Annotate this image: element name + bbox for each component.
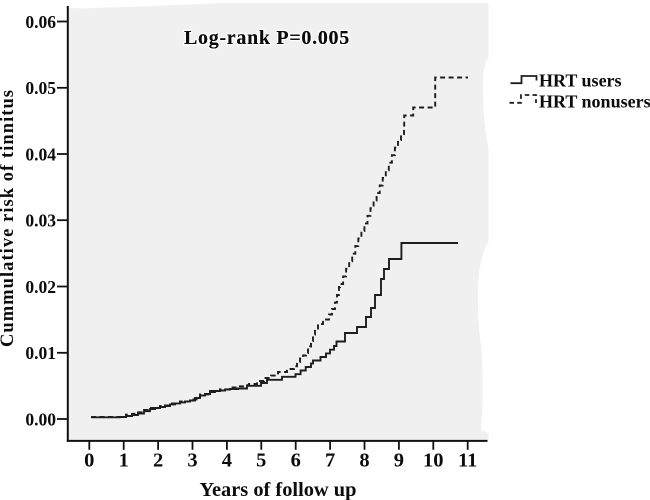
- svg-text:0: 0: [84, 450, 94, 472]
- svg-text:8: 8: [359, 450, 369, 472]
- svg-text:0.01: 0.01: [25, 343, 56, 363]
- svg-text:2: 2: [153, 450, 163, 472]
- svg-text:Years of follow up: Years of follow up: [200, 479, 357, 500]
- svg-text:0.05: 0.05: [25, 78, 56, 98]
- svg-text:9: 9: [394, 450, 404, 472]
- svg-text:5: 5: [256, 450, 266, 472]
- svg-text:Log-rank P=0.005: Log-rank P=0.005: [184, 27, 350, 49]
- svg-text:7: 7: [325, 450, 335, 472]
- svg-text:3: 3: [187, 450, 197, 472]
- svg-text:0.02: 0.02: [25, 277, 56, 297]
- svg-text:HRT nonusers: HRT nonusers: [539, 92, 650, 112]
- svg-text:0.03: 0.03: [25, 211, 56, 231]
- svg-text:11: 11: [458, 450, 477, 472]
- svg-text:0.00: 0.00: [25, 409, 56, 429]
- svg-text:6: 6: [291, 450, 301, 472]
- svg-text:0.06: 0.06: [25, 12, 56, 32]
- svg-text:Cummulative risk of tinnitus: Cummulative risk of tinnitus: [0, 89, 18, 347]
- svg-text:HRT users: HRT users: [539, 71, 622, 91]
- svg-text:10: 10: [423, 450, 444, 472]
- svg-text:Log-rank P=0.005: Log-rank P=0.005: [184, 27, 350, 49]
- svg-text:0.04: 0.04: [25, 144, 56, 164]
- svg-text:4: 4: [222, 450, 232, 472]
- svg-text:1: 1: [119, 450, 129, 472]
